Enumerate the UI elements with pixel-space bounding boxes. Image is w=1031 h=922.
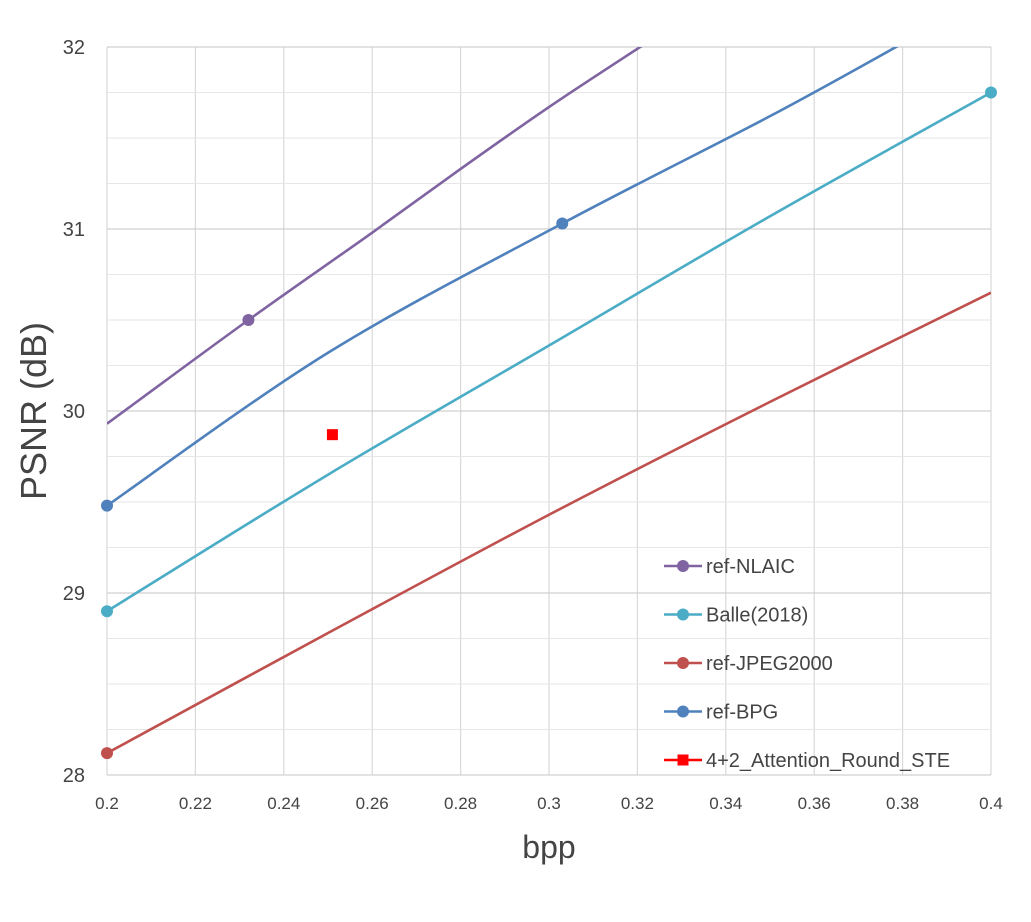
legend-item-4-2-attention-round-ste: 4+2_Attention_Round_STE [664, 750, 950, 772]
x-tick-label-5: 0.3 [537, 794, 561, 813]
y-tick-label-4: 32 [63, 37, 85, 59]
gridlines [106, 46, 992, 776]
x-tick-label-8: 0.36 [798, 794, 831, 813]
legend-swatch-marker-ref-bpg [677, 705, 689, 718]
data-point-ref-nlaic-0 [242, 314, 255, 326]
x-tick-label-2: 0.24 [267, 794, 300, 813]
data-point-ref-bpg-0 [101, 499, 113, 512]
x-axis-title: bpp [522, 829, 575, 865]
legend-label-ref-bpg: ref-BPG [706, 702, 778, 724]
x-tick-label-7: 0.34 [709, 794, 742, 813]
x-tick-label-1: 0.22 [179, 794, 212, 813]
tick-labels: 0.2 0.22 0.24 0.26 0.28 0.3 0.32 0.34 0.36 0.38 0.… [63, 37, 1003, 813]
legend: ref-NLAIC Balle(2018) ref-JPEG2000 ref-BPG 4… [664, 556, 950, 772]
legend-item-balle-2018: Balle(2018) [664, 605, 808, 627]
data-point-ref-jpeg2000-0 [101, 747, 113, 760]
y-tick-label-2: 30 [63, 401, 85, 423]
legend-label-4-2-attention-round-ste: 4+2_Attention_Round_STE [706, 750, 950, 772]
x-tick-label-3: 0.26 [356, 794, 389, 813]
x-tick-label-9: 0.38 [886, 794, 919, 813]
legend-item-ref-bpg: ref-BPG [664, 702, 778, 724]
series-group [107, 47, 991, 755]
markers-group [101, 86, 997, 760]
legend-label-ref-nlaic: ref-NLAIC [706, 556, 795, 578]
legend-swatch-marker-ref-jpeg2000 [677, 657, 689, 669]
series-line-balle-2018 [107, 91, 991, 613]
legend-item-ref-jpeg2000: ref-JPEG2000 [664, 653, 833, 675]
legend-swatch-marker-balle-2018 [677, 608, 689, 621]
series-line-ref-nlaic [107, 47, 643, 425]
y-tick-label-0: 28 [63, 765, 85, 787]
data-point-ref-bpg-1 [556, 217, 569, 230]
legend-label-ref-jpeg2000: ref-JPEG2000 [706, 653, 833, 675]
data-point-balle-2018-0 [101, 605, 113, 618]
series-line-ref-bpg [107, 47, 899, 507]
series-line-ref-jpeg2000 [107, 291, 991, 755]
data-point-4-2-attention-round-ste-0 [326, 429, 338, 441]
legend-swatch-marker-4-2-attention-round-ste [677, 754, 689, 766]
y-tick-label-1: 29 [63, 583, 85, 605]
legend-item-ref-nlaic: ref-NLAIC [664, 556, 795, 578]
y-axis-title: PSNR (dB) [13, 322, 54, 500]
y-tick-label-3: 31 [63, 219, 85, 241]
x-tick-label-0: 0.2 [95, 794, 119, 813]
legend-label-balle-2018: Balle(2018) [706, 605, 808, 627]
x-tick-label-6: 0.32 [621, 794, 654, 813]
x-tick-label-4: 0.28 [444, 794, 477, 813]
x-tick-label-10: 0.4 [979, 794, 1003, 813]
data-point-balle-2018-1 [985, 86, 997, 99]
legend-swatch-marker-ref-nlaic [677, 560, 689, 572]
